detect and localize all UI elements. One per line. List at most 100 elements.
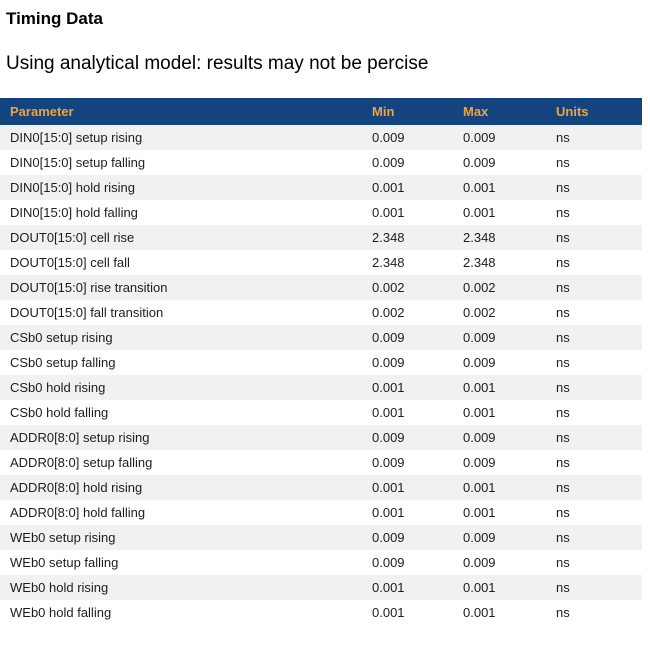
cell-min: 2.348 — [372, 255, 405, 270]
page-subtitle: Using analytical model: results may not … — [6, 53, 429, 74]
cell-min: 0.002 — [372, 280, 405, 295]
table-row: CSb0 hold falling 0.001 0.001 ns — [0, 400, 642, 425]
cell-min: 0.001 — [372, 180, 405, 195]
cell-parameter: DOUT0[15:0] rise transition — [10, 280, 168, 295]
column-header-parameter: Parameter — [0, 98, 372, 125]
cell-max: 0.009 — [463, 555, 496, 570]
table-row: ADDR0[8:0] hold rising 0.001 0.001 ns — [0, 475, 642, 500]
cell-min: 0.009 — [372, 455, 405, 470]
page-title: Timing Data — [6, 9, 103, 28]
cell-units: ns — [556, 405, 570, 420]
column-header-max: Max — [463, 98, 556, 125]
table-row: CSb0 hold rising 0.001 0.001 ns — [0, 375, 642, 400]
cell-parameter: CSb0 setup falling — [10, 355, 116, 370]
cell-units: ns — [556, 230, 570, 245]
cell-min: 0.009 — [372, 155, 405, 170]
cell-parameter: WEb0 setup rising — [10, 530, 116, 545]
cell-min: 0.009 — [372, 130, 405, 145]
cell-min: 0.009 — [372, 330, 405, 345]
cell-max: 2.348 — [463, 255, 496, 270]
table-row: DIN0[15:0] hold rising 0.001 0.001 ns — [0, 175, 642, 200]
cell-units: ns — [556, 280, 570, 295]
cell-units: ns — [556, 480, 570, 495]
cell-parameter: ADDR0[8:0] setup falling — [10, 455, 153, 470]
cell-max: 0.001 — [463, 180, 496, 195]
cell-max: 0.001 — [463, 480, 496, 495]
table-row: DIN0[15:0] hold falling 0.001 0.001 ns — [0, 200, 642, 225]
cell-units: ns — [556, 155, 570, 170]
cell-max: 0.009 — [463, 155, 496, 170]
cell-parameter: ADDR0[8:0] hold rising — [10, 480, 143, 495]
cell-units: ns — [556, 455, 570, 470]
cell-min: 0.009 — [372, 430, 405, 445]
cell-max: 0.009 — [463, 530, 496, 545]
cell-min: 0.001 — [372, 405, 405, 420]
cell-units: ns — [556, 205, 570, 220]
cell-max: 0.002 — [463, 305, 496, 320]
table-row: DOUT0[15:0] rise transition 0.002 0.002 ns — [0, 275, 642, 300]
cell-units: ns — [556, 555, 570, 570]
cell-parameter: DOUT0[15:0] cell rise — [10, 230, 135, 245]
table-row: ADDR0[8:0] setup falling 0.009 0.009 ns — [0, 450, 642, 475]
cell-units: ns — [556, 580, 570, 595]
cell-max: 0.009 — [463, 130, 496, 145]
cell-parameter: DIN0[15:0] hold falling — [10, 205, 138, 220]
cell-parameter: WEb0 setup falling — [10, 555, 119, 570]
cell-parameter: DIN0[15:0] setup falling — [10, 155, 146, 170]
cell-parameter: WEb0 hold falling — [10, 605, 112, 620]
table-row: DIN0[15:0] setup falling 0.009 0.009 ns — [0, 150, 642, 175]
cell-max: 0.001 — [463, 380, 496, 395]
cell-max: 0.001 — [463, 405, 496, 420]
cell-units: ns — [556, 355, 570, 370]
cell-units: ns — [556, 430, 570, 445]
table-row: WEb0 setup falling 0.009 0.009 ns — [0, 550, 642, 575]
cell-units: ns — [556, 530, 570, 545]
cell-max: 0.001 — [463, 205, 496, 220]
table-row: WEb0 hold rising 0.001 0.001 ns — [0, 575, 642, 600]
cell-min: 0.001 — [372, 605, 405, 620]
cell-parameter: CSb0 hold falling — [10, 405, 109, 420]
table-row: CSb0 setup falling 0.009 0.009 ns — [0, 350, 642, 375]
table-row: WEb0 hold falling 0.001 0.001 ns — [0, 600, 642, 625]
cell-max: 0.001 — [463, 605, 496, 620]
timing-table-body: DIN0[15:0] setup rising 0.009 0.009 ns DIN0[… — [0, 125, 642, 625]
cell-parameter: DOUT0[15:0] cell fall — [10, 255, 130, 270]
cell-units: ns — [556, 605, 570, 620]
cell-min: 0.002 — [372, 305, 405, 320]
cell-units: ns — [556, 130, 570, 145]
cell-units: ns — [556, 380, 570, 395]
cell-parameter: ADDR0[8:0] setup rising — [10, 430, 150, 445]
table-row: ADDR0[8:0] hold falling 0.001 0.001 ns — [0, 500, 642, 525]
cell-max: 0.009 — [463, 355, 496, 370]
cell-max: 0.009 — [463, 455, 496, 470]
cell-parameter: WEb0 hold rising — [10, 580, 109, 595]
column-header-units: Units — [556, 98, 642, 125]
table-row: DIN0[15:0] setup rising 0.009 0.009 ns — [0, 125, 642, 150]
cell-min: 0.001 — [372, 580, 405, 595]
cell-min: 0.009 — [372, 530, 405, 545]
cell-parameter: CSb0 hold rising — [10, 380, 106, 395]
table-row: DOUT0[15:0] fall transition 0.002 0.002 ns — [0, 300, 642, 325]
cell-parameter: ADDR0[8:0] hold falling — [10, 505, 146, 520]
table-row: CSb0 setup rising 0.009 0.009 ns — [0, 325, 642, 350]
table-header-row: Parameter Min Max Units — [0, 98, 642, 125]
cell-min: 0.009 — [372, 555, 405, 570]
table-row: DOUT0[15:0] cell fall 2.348 2.348 ns — [0, 250, 642, 275]
cell-min: 0.001 — [372, 480, 405, 495]
table-row: WEb0 setup rising 0.009 0.009 ns — [0, 525, 642, 550]
cell-max: 0.009 — [463, 330, 496, 345]
table-row: DOUT0[15:0] cell rise 2.348 2.348 ns — [0, 225, 642, 250]
cell-units: ns — [556, 505, 570, 520]
cell-units: ns — [556, 330, 570, 345]
cell-units: ns — [556, 305, 570, 320]
cell-max: 2.348 — [463, 230, 496, 245]
cell-parameter: DIN0[15:0] setup rising — [10, 130, 143, 145]
cell-min: 0.001 — [372, 380, 405, 395]
cell-min: 0.001 — [372, 505, 405, 520]
cell-max: 0.001 — [463, 505, 496, 520]
cell-min: 0.009 — [372, 355, 405, 370]
table-row: ADDR0[8:0] setup rising 0.009 0.009 ns — [0, 425, 642, 450]
cell-units: ns — [556, 180, 570, 195]
cell-parameter: DIN0[15:0] hold rising — [10, 180, 136, 195]
cell-max: 0.009 — [463, 430, 496, 445]
